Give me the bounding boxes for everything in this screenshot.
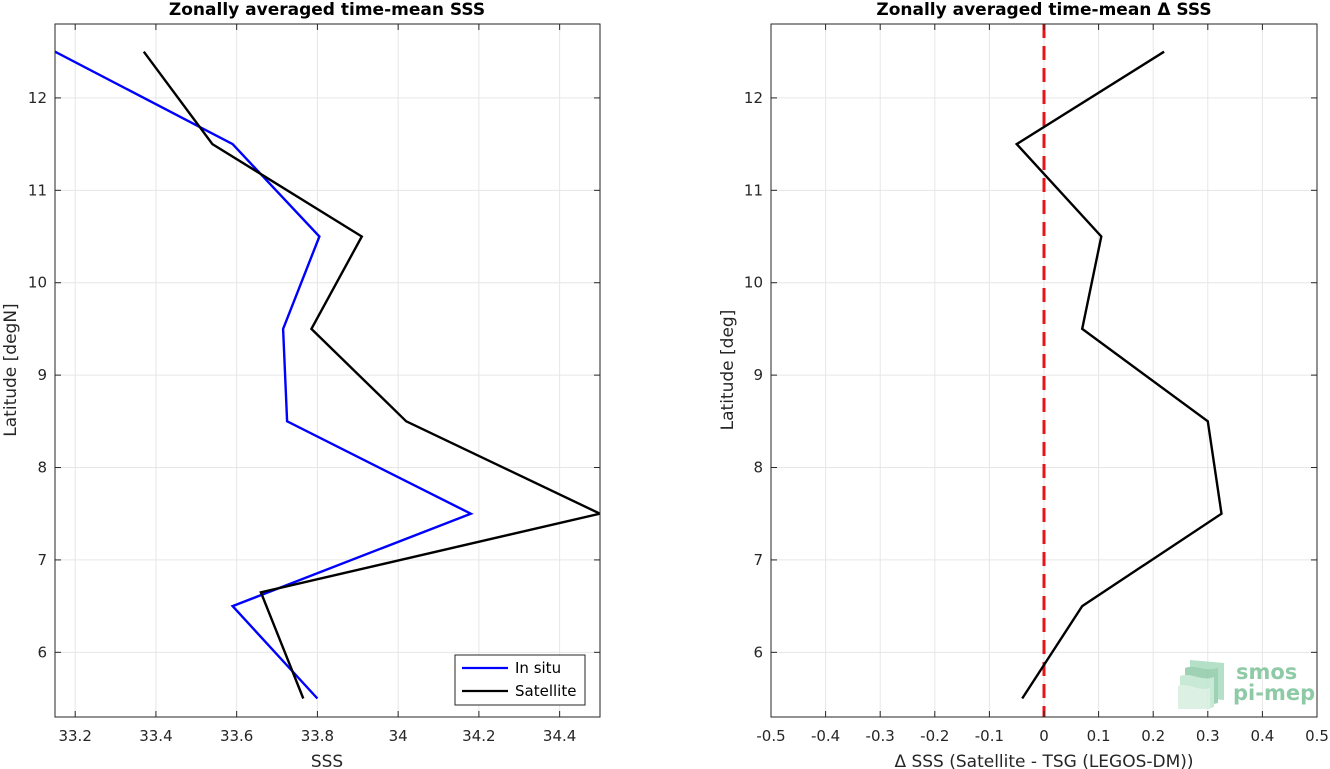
left-y-tick-label: 8	[37, 459, 47, 477]
left-y-tick-label: 12	[28, 89, 47, 107]
right-x-tick-label: 0.5	[1305, 727, 1329, 745]
left-y-axis-label: Latitude [degN]	[1, 303, 21, 436]
left-x-tick-label: 34	[389, 727, 408, 745]
legend-box	[454, 654, 586, 706]
left-x-tick-label: 33.6	[220, 727, 253, 745]
left-plot-area	[55, 24, 600, 717]
logo-text-pi-mep: pi-mep	[1233, 681, 1315, 705]
left-chart-title: Zonally averaged time-mean SSS	[169, 0, 485, 20]
right-x-tick-label: 0	[1039, 727, 1049, 745]
left-ticks: 33.2 33.4 33.6 33.8 34 34.2 34.4 6 7 8 9 10 11 12	[28, 24, 600, 745]
left-x-tick-label: 34.4	[543, 727, 576, 745]
left-x-axis-label: SSS	[311, 752, 343, 769]
right-x-tick-label: -0.5	[756, 727, 785, 745]
logo-text-smos: smos	[1236, 660, 1297, 684]
right-chart-title: Zonally averaged time-mean Δ SSS	[876, 0, 1211, 20]
left-y-tick-label: 9	[37, 366, 47, 384]
smos-pimep-logo: smos pi-mep	[1178, 660, 1315, 709]
left-x-tick-label: 33.8	[301, 727, 334, 745]
legend: In situ Satellite	[454, 654, 586, 706]
left-y-tick-label: 6	[37, 643, 47, 661]
right-x-axis-label: Δ SSS (Satellite - TSG (LEGOS-DM))	[894, 752, 1193, 769]
right-x-tick-label: -0.2	[920, 727, 949, 745]
right-x-tick-label: 0.4	[1250, 727, 1274, 745]
left-axes-box	[54, 23, 601, 718]
legend-label-satellite: Satellite	[515, 682, 576, 700]
right-x-tick-label: 0.2	[1141, 727, 1165, 745]
right-y-tick-label: 6	[753, 643, 763, 661]
left-x-tick-label: 34.2	[462, 727, 495, 745]
right-ticks: -0.5 -0.4 -0.3 -0.2 -0.1 0 0.1 0.2 0.3 0.4 0.5 6 7 8 9…	[744, 24, 1329, 745]
right-y-tick-label: 12	[744, 89, 763, 107]
legend-label-in-situ: In situ	[515, 659, 561, 677]
left-y-tick-label: 11	[28, 181, 47, 199]
right-y-tick-label: 9	[753, 366, 763, 384]
left-y-tick-label: 10	[28, 274, 47, 292]
right-delta-sss-line	[1014, 50, 1223, 700]
right-y-tick-label: 8	[753, 459, 763, 477]
right-x-tick-label: -0.4	[811, 727, 840, 745]
right-y-tick-label: 10	[744, 274, 763, 292]
left-series	[55, 50, 600, 700]
left-y-tick-label: 7	[37, 551, 47, 569]
right-x-tick-label: 0.3	[1196, 727, 1220, 745]
right-y-axis-label: Latitude [deg]	[718, 310, 738, 431]
left-x-tick-label: 33.2	[58, 727, 91, 745]
left-grid	[55, 24, 600, 717]
left-panel: 33.2 33.4 33.6 33.8 34 34.2 34.4 6 7 8 9 10 11 12 Zon…	[1, 0, 601, 769]
right-x-tick-label: 0.1	[1087, 727, 1111, 745]
right-x-tick-label: -0.3	[866, 727, 895, 745]
left-x-tick-label: 33.4	[139, 727, 172, 745]
right-panel: -0.5 -0.4 -0.3 -0.2 -0.1 0 0.1 0.2 0.3 0.4 0.5 6 7 8 9…	[718, 0, 1329, 769]
right-y-tick-label: 11	[744, 181, 763, 199]
right-y-tick-label: 7	[753, 551, 763, 569]
logo-wave-graphic	[1178, 660, 1224, 709]
left-satellite-line	[142, 50, 600, 699]
right-x-tick-label: -0.1	[975, 727, 1004, 745]
right-series	[1014, 24, 1223, 717]
